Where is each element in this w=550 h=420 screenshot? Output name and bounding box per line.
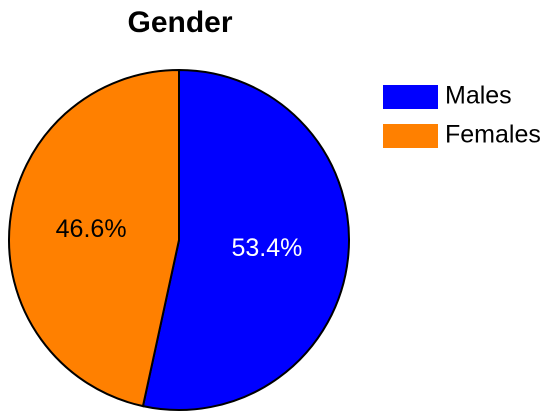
legend-swatch-females [383, 124, 438, 148]
chart-title: Gender [127, 6, 232, 39]
legend: Males Females [383, 82, 541, 149]
slice-labels: 53.4% 46.6% [56, 215, 303, 262]
legend-label-males: Males [445, 82, 512, 110]
pie-slices [8, 68, 350, 411]
pie-slice-males [141, 68, 350, 411]
legend-label-females: Females [445, 121, 541, 149]
slice-label-males: 53.4% [231, 234, 302, 262]
pie-slice-females [8, 68, 180, 408]
legend-swatch-males [383, 85, 438, 109]
slice-label-females: 46.6% [56, 215, 127, 243]
